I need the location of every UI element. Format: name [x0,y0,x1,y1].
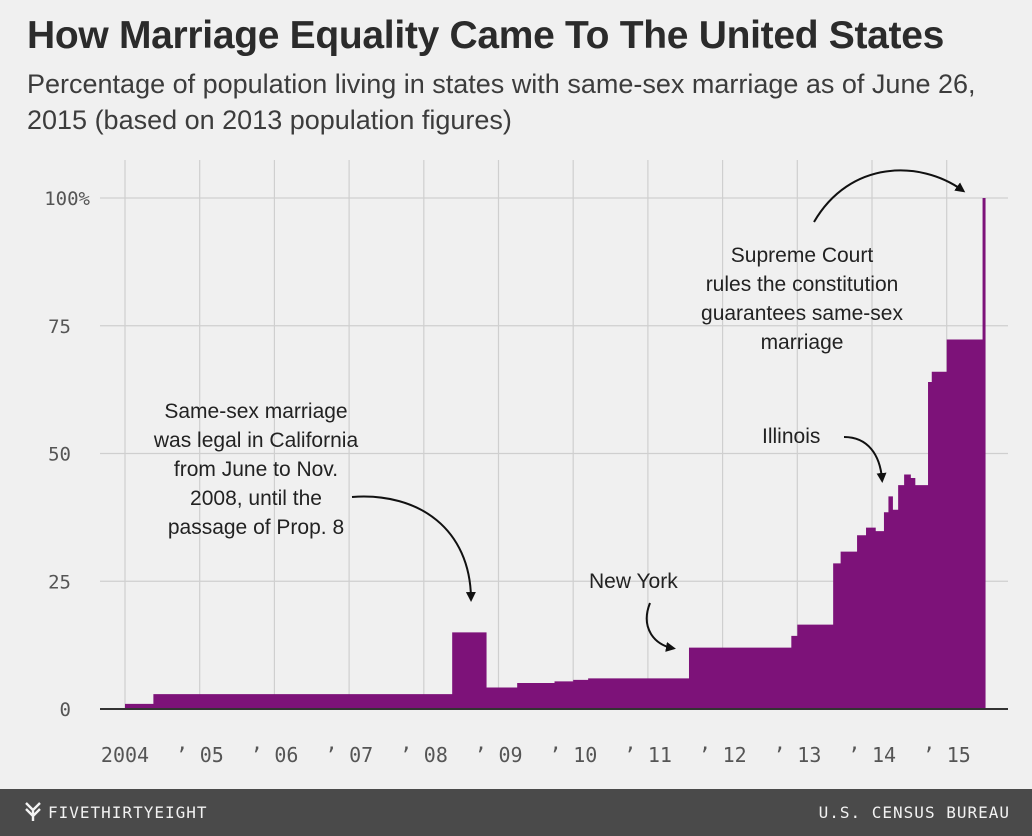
annotation-supreme-court-line-1: Supreme Court [731,244,874,267]
annotation-california-line-3: from June to Nov. [174,458,338,481]
chart-title: How Marriage Equality Came To The United… [27,14,945,57]
x-tick-label: ’ 12 [699,743,747,767]
chart-subtitle: Percentage of population living in state… [27,69,976,135]
x-tick-label: ’ 11 [624,743,672,767]
annotation-supreme-court: Supreme Court rules the constitution gua… [701,169,966,354]
y-tick-label: 0 [60,699,71,721]
brand-name: FIVETHIRTYEIGHT [48,803,208,822]
annotation-california-arrow [351,495,476,602]
annotation-california-line-5: passage of Prop. 8 [168,516,344,539]
x-axis-ticks: 2004 ’ 05 ’ 06 ’ 07 ’ 08 ’ 09 ’ 10 ’ 11 ’ 12 ’ 13… [101,743,971,767]
fivethirtyeight-logo-icon [25,802,41,821]
y-tick-label: 100% [44,188,90,210]
y-tick-label: 25 [48,571,71,593]
annotation-supreme-court-line-3: guarantees same-sex [701,302,903,325]
x-tick-label: ’ 05 [176,743,224,767]
chart-area: 0 25 50 75 100% 2004 ’ 05 ’ 06 ’ 07 ’ 08 ’ 09 ’ 10… [44,160,1008,767]
annotation-supreme-court-arrow [813,169,966,223]
x-tick-label: ’ 07 [325,743,373,767]
y-tick-label: 75 [48,316,71,338]
x-tick-label: ’ 06 [250,743,298,767]
population-area [125,198,986,709]
annotation-california-line-4: 2008, until the [190,487,322,510]
x-tick-label: ’ 15 [923,743,971,767]
x-tick-label: ’ 09 [474,743,522,767]
annotation-new-york-label: New York [589,570,678,593]
x-tick-label: ’ 14 [848,743,896,767]
annotation-new-york-arrow [645,602,676,652]
annotation-illinois-label: Illinois [762,425,820,448]
annotation-supreme-court-line-4: marriage [761,331,844,354]
annotation-new-york: New York [589,570,678,652]
y-tick-label: 50 [48,444,71,466]
x-tick-label: ’ 13 [773,743,821,767]
annotation-california: Same-sex marriage was legal in Californi… [153,400,476,602]
x-tick-label: ’ 10 [549,743,597,767]
annotation-supreme-court-line-2: rules the constitution [706,273,899,296]
x-tick-label: ’ 08 [400,743,448,767]
annotation-california-line-1: Same-sex marriage [164,400,347,423]
y-axis-ticks: 0 25 50 75 100% [44,188,90,721]
annotation-illinois: Illinois [762,425,887,483]
data-source: U.S. CENSUS BUREAU [818,803,1010,822]
footer: FIVETHIRTYEIGHT U.S. CENSUS BUREAU [0,789,1032,836]
x-tick-label: 2004 [101,743,149,767]
annotation-illinois-arrow [843,436,887,483]
annotation-california-line-2: was legal in California [153,429,359,452]
